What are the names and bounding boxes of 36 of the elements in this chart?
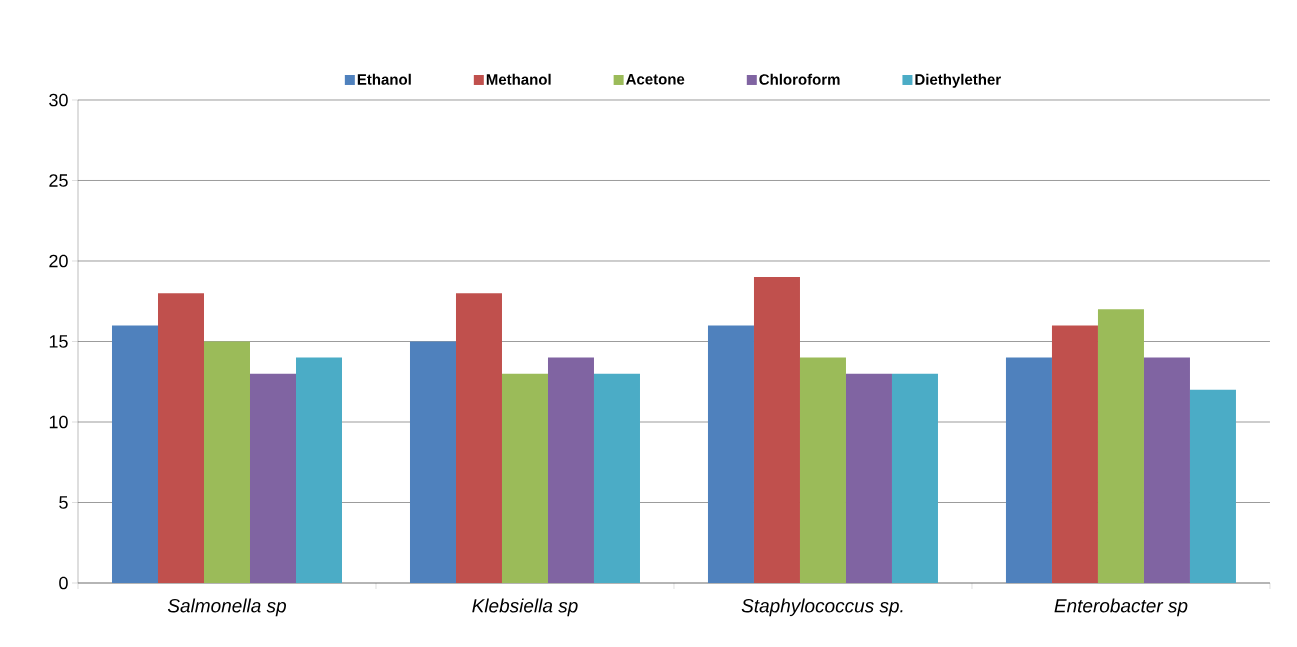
- bar: [707, 325, 754, 583]
- y-tick-label: 30: [49, 93, 68, 107]
- bar: [845, 373, 892, 583]
- bar: [204, 341, 250, 583]
- bar: [409, 341, 456, 583]
- y-tick-label: 10: [49, 415, 68, 429]
- bar: [1189, 389, 1236, 583]
- x-tick-label: Enterobacter sp: [1054, 598, 1188, 617]
- y-tick-label: 20: [49, 254, 68, 268]
- bar: [1005, 357, 1052, 583]
- bar: [1097, 309, 1144, 583]
- legend-label: Chloroform: [759, 73, 840, 85]
- bar: [799, 357, 846, 583]
- legend-label: Acetone: [626, 74, 685, 85]
- legend-label: Methanol: [486, 73, 551, 85]
- bar: [753, 277, 800, 583]
- y-tick-label: 25: [49, 174, 68, 187]
- bar: [250, 373, 296, 583]
- bar: [296, 357, 342, 583]
- bar: [1051, 325, 1098, 583]
- bar: [1143, 357, 1190, 583]
- bar: [547, 357, 594, 583]
- legend-label: Diethylether: [915, 73, 1001, 88]
- x-tick-label: Staphylococcus sp.: [741, 598, 903, 617]
- bar: [593, 373, 640, 583]
- bar: [111, 325, 158, 583]
- bar: [501, 373, 548, 583]
- bar: [455, 293, 502, 583]
- y-tick-label: 5: [59, 496, 68, 509]
- y-tick-label: 0: [59, 576, 68, 590]
- x-tick-label: Salmonella sp: [167, 598, 287, 617]
- bar: [158, 293, 204, 583]
- legend-label: Ethanol: [357, 73, 411, 85]
- x-tick-label: Klebsiella sp: [472, 598, 578, 617]
- y-tick-label: 15: [49, 335, 68, 348]
- bar: [891, 373, 938, 583]
